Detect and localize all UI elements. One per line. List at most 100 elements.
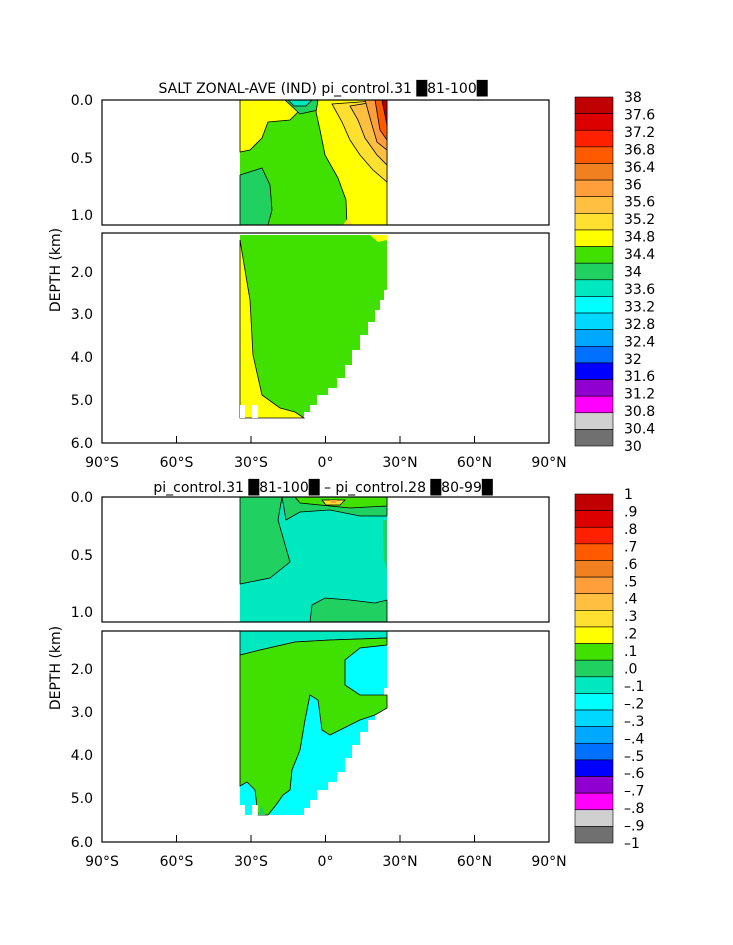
panel-2-xtick-60N: 60°N [457, 854, 492, 870]
colorbar-swatch [574, 196, 614, 214]
colorbar-swatch [574, 429, 614, 447]
colorbar-label: 32.4 [624, 334, 655, 350]
colorbar-label: –.7 [624, 784, 644, 800]
colorbar-label: –.4 [624, 731, 644, 747]
colorbar-swatch [574, 279, 614, 297]
panel-2-title: pi_control.31 █81-100█ – pi_control.28 █… [153, 478, 493, 496]
colorbar-label: 37.2 [624, 125, 655, 141]
panel-1-xtick-30S: 30°S [234, 455, 268, 471]
panel-salinity: SALT ZONAL-AVE (IND) pi_control.31 █81-1… [48, 79, 655, 471]
panel-1-colorbar: 3837.637.236.836.43635.635.234.834.43433… [574, 90, 655, 455]
colorbar-label: 30.4 [624, 422, 655, 438]
panel-2-ytick-6.0: 6.0 [71, 835, 93, 851]
colorbar-label: 30.8 [624, 404, 655, 420]
colorbar-swatch [574, 362, 614, 380]
panel-1-ytick-4.0: 4.0 [71, 350, 93, 366]
colorbar-swatch [574, 742, 614, 761]
colorbar-label: .4 [624, 592, 637, 608]
colorbar-label: .8 [624, 522, 637, 538]
colorbar-swatch [574, 776, 614, 794]
colorbar-label: –.1 [624, 679, 644, 695]
colorbar-swatch [574, 560, 614, 578]
colorbar-label: .0 [624, 662, 637, 678]
panel-1-upper-frame [101, 99, 550, 226]
panel-2-upper-frame [101, 496, 550, 623]
panel-2-xtick-60S: 60°S [160, 854, 194, 870]
colorbar-label: 34.8 [624, 230, 655, 246]
panel-1-title: SALT ZONAL-AVE (IND) pi_control.31 █81-1… [158, 79, 487, 97]
colorbar-swatch [574, 659, 614, 678]
panel-2-ytick-3.0: 3.0 [71, 705, 93, 721]
panel-1-xtick-90N: 90°N [531, 455, 566, 471]
panel-1-xtick-60N: 60°N [457, 455, 492, 471]
panel-2-lower-field [239, 630, 388, 816]
colorbar-swatch [574, 246, 614, 264]
panel-1-upper-field [239, 99, 388, 242]
colorbar-swatch [574, 329, 614, 347]
colorbar-label: –.5 [624, 749, 644, 765]
colorbar-label: –.8 [624, 801, 644, 817]
colorbar-swatch [574, 693, 614, 711]
panel-1-ytick-5.0: 5.0 [71, 393, 93, 409]
colorbar-swatch [574, 229, 614, 247]
colorbar-swatch [574, 113, 614, 131]
colorbar-label: .7 [624, 539, 637, 555]
colorbar-label: 36.4 [624, 160, 655, 176]
colorbar-label: 36.8 [624, 142, 655, 158]
colorbar-swatch [574, 312, 614, 330]
colorbar-swatch [574, 826, 614, 844]
colorbar-swatch [574, 412, 614, 430]
panel-2-ytick-4.0: 4.0 [71, 748, 93, 764]
colorbar-swatch [574, 379, 614, 397]
colorbar-swatch [574, 576, 614, 595]
colorbar-swatch [574, 543, 614, 561]
colorbar-label: 32.8 [624, 317, 655, 333]
panel-2-xtick-marks [101, 835, 550, 842]
colorbar-label: 31.2 [624, 387, 655, 403]
colorbar-swatch [574, 146, 614, 164]
panel-2-xtick-90N: 90°N [531, 854, 566, 870]
panel-1-ytick-3.0: 3.0 [71, 307, 93, 323]
colorbar-swatch [574, 262, 614, 281]
colorbar-swatch [574, 213, 614, 231]
panel-2-xtick-0: 0° [318, 854, 334, 870]
colorbar-swatch [574, 610, 614, 628]
colorbar-label: 30 [624, 439, 642, 455]
colorbar-swatch [574, 726, 614, 744]
colorbar-swatch [574, 493, 614, 511]
colorbar-swatch [574, 626, 614, 644]
colorbar-label: 37.6 [624, 107, 655, 123]
colorbar-label: –.6 [624, 766, 644, 782]
panel-1-ytick-2.0: 2.0 [71, 265, 93, 281]
colorbar-label: 34 [624, 265, 642, 281]
colorbar-label: 33.2 [624, 299, 655, 315]
panel-2-ytick-0.0: 0.0 [71, 490, 93, 506]
colorbar-swatch [574, 526, 614, 545]
panel-1-xtick-30N: 30°N [382, 455, 417, 471]
panel-1-ytick-0.0: 0.0 [71, 93, 93, 109]
colorbar-label: .5 [624, 574, 637, 590]
colorbar-swatch [574, 179, 614, 198]
panel-1-lower-field [239, 235, 387, 419]
panel-2-colorbar: 1.9 .8.7 .6.5 .4.3 .2.1 .0–.1–.2 –.3–.4 –.5–.6 –… [574, 487, 644, 852]
panel-1-ylabel: DEPTH (km) [48, 228, 64, 312]
colorbar-label: .1 [624, 644, 637, 660]
colorbar-label: 1 [624, 487, 633, 503]
colorbar-label: 32 [624, 352, 642, 368]
colorbar-label: 31.6 [624, 369, 655, 385]
panel-2-xtick-30S: 30°S [234, 854, 268, 870]
colorbar-label: 38 [624, 90, 642, 106]
colorbar-label: .9 [624, 504, 637, 520]
colorbar-swatch [574, 676, 614, 694]
panel-1-xtick-60S: 60°S [160, 455, 194, 471]
panel-1-ytick-6.0: 6.0 [71, 436, 93, 452]
colorbar-swatch [574, 709, 614, 727]
panel-2-ylabel: DEPTH (km) [48, 626, 64, 710]
panel-2-ytick-2.0: 2.0 [71, 662, 93, 678]
colorbar-swatch [574, 809, 614, 827]
colorbar-swatch [574, 792, 614, 811]
colorbar-label: .3 [624, 609, 637, 625]
colorbar-label: 36 [624, 177, 642, 193]
panel-1-xtick-marks [101, 436, 550, 443]
